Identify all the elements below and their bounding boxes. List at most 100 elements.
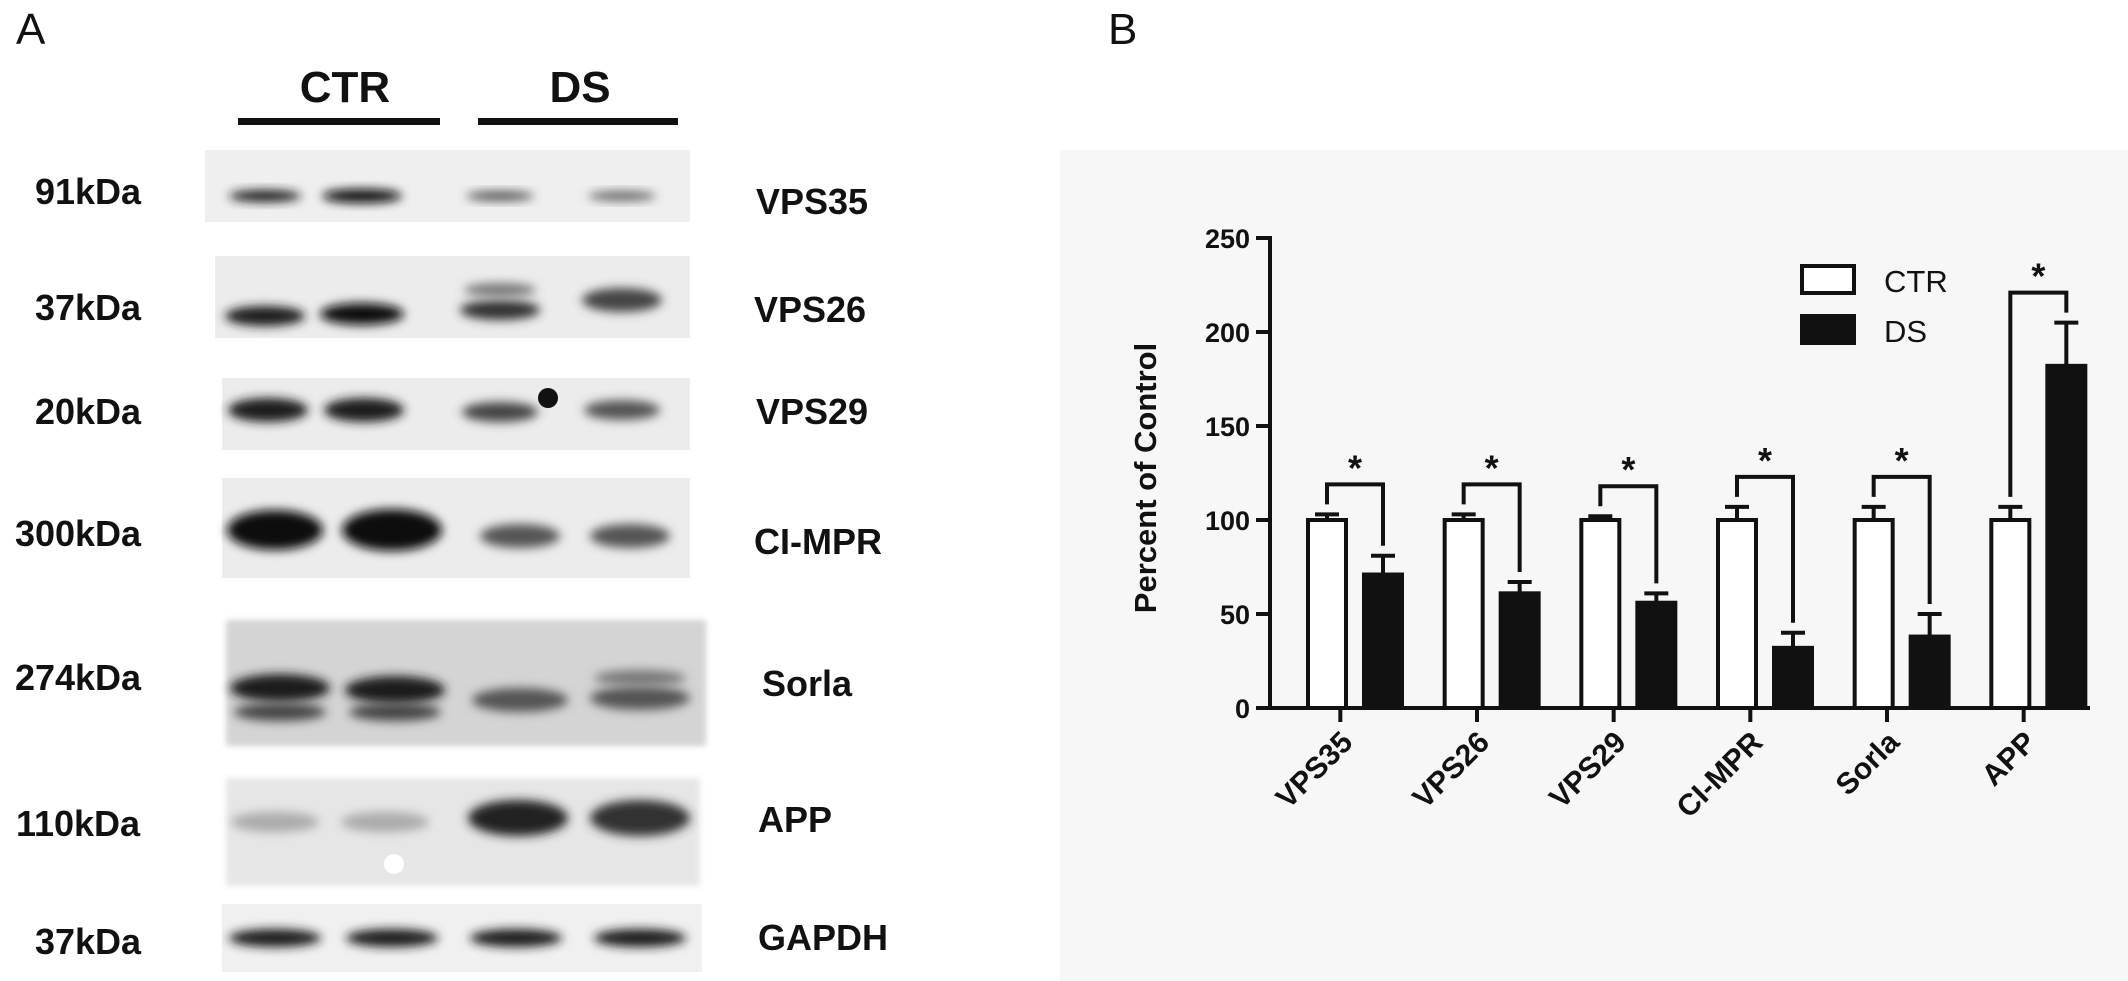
mw-label: 37kDa [35,287,142,328]
bar-ctr [1989,518,2032,710]
band-ds-2-upper [594,670,686,686]
band-ctr-1 [228,398,308,422]
significance-star: * [1621,449,1635,490]
bar-ctr [1579,518,1622,710]
significance-star: * [1485,447,1499,488]
mw-label: 110kDa [16,803,141,844]
significance-star: * [1895,440,1909,481]
y-tick-label: 0 [1235,694,1250,724]
blot-white-spot [384,854,404,874]
bar-ctr [1852,518,1895,710]
bar-ctr [1442,518,1485,710]
blot-ci-mpr [222,478,690,578]
mw-label: 20kDa [35,391,142,432]
bar-ctr [1306,518,1348,710]
band-ds-1 [462,402,538,422]
band-ctr-2 [345,676,445,704]
band-ds-1-upper [464,283,536,297]
group-bar-ds [478,118,678,125]
band-ds-1 [470,929,562,947]
band-ds-1 [480,524,560,548]
mw-label: 37kDa [35,921,142,962]
y-tick-label: 250 [1205,224,1250,254]
significance-markers: * * * * * * [1325,256,2069,623]
legend-swatch-ctr [1800,264,1856,295]
band-ctr-2 [324,398,404,422]
bar-ds [1635,600,1678,710]
band-ctr-2 [322,189,402,203]
band-ds-1 [460,300,540,320]
protein-label: Sorla [762,663,853,704]
band-ctr-1 [225,306,305,326]
protein-labels: VPS35 VPS26 VPS29 CI-MPR Sorla APP GAPDH [754,181,888,958]
bar-ds [1498,591,1541,711]
band-ds-1 [472,688,568,712]
band-ds-1 [466,191,534,201]
significance-bracket [1598,484,1659,584]
band-ctr-1 [227,510,323,550]
mw-label: 274kDa [15,657,142,698]
legend: CTR DS [1800,264,1948,349]
y-axis: 0 50 100 150 200 250 [1205,224,1272,724]
blot-app [226,778,700,886]
blot-gapdh [222,904,702,972]
significance-star: * [1758,440,1772,481]
band-ctr-1 [231,812,319,832]
group-label-ctr: CTR [300,63,390,112]
blot-vps29 [222,378,690,450]
protein-label: VPS26 [754,289,866,330]
protein-label: VPS29 [756,391,868,432]
western-blot-panel: A CTR DS [15,5,888,972]
legend-label-ds: DS [1884,314,1927,349]
blot-background [205,150,690,222]
y-tick-label: 100 [1205,506,1250,536]
group-label-ds: DS [549,63,610,112]
blot-vps26 [215,256,690,338]
bar-ds [2045,363,2088,710]
bar-ds [1908,634,1951,710]
mw-label: 91kDa [35,171,142,212]
band-ds-2 [590,686,690,710]
group-bar-ctr [238,118,440,125]
significance-star: * [1348,447,1362,488]
protein-label: VPS35 [756,181,868,222]
significance-bracket [1461,482,1522,573]
band-ctr-1 [229,929,321,947]
panel-a-letter: A [16,5,46,54]
protein-label: CI-MPR [754,521,882,562]
y-tick-label: 50 [1220,600,1250,630]
significance-bracket [1325,482,1385,546]
band-ctr-1-lower [234,703,326,721]
significance-bracket [1871,474,1932,604]
band-ds-2 [588,191,656,201]
molecular-weight-labels: 91kDa 37kDa 20kDa 300kDa 274kDa 110kDa 3… [15,171,142,962]
mw-label: 300kDa [15,513,142,554]
significance-bracket [1735,474,1795,623]
band-ctr-2 [341,812,429,832]
blot-vps35 [205,150,690,222]
y-tick-label: 150 [1205,412,1250,442]
band-ctr-2 [346,929,438,947]
significance-star: * [2031,256,2045,297]
protein-label: GAPDH [758,917,888,958]
bars [1306,320,2088,711]
bar-ds [1772,645,1814,711]
band-ds-2 [590,800,690,836]
blot-sorla [226,620,706,746]
y-tick-label: 200 [1205,318,1250,348]
legend-label-ctr: CTR [1884,264,1948,299]
blot-strips [205,150,706,972]
band-ctr-2 [342,509,442,551]
band-ctr-2 [320,303,404,325]
blot-dot-artifact [538,388,558,408]
y-axis-title: Percent of Control [1128,343,1163,613]
legend-swatch-ds [1800,314,1856,345]
bar-ds [1362,572,1404,711]
significance-bracket [2008,290,2069,497]
panel-b-letter: B [1108,5,1137,54]
bar-ctr [1716,518,1758,710]
protein-label: APP [758,799,832,840]
band-ctr-2-lower [349,703,441,721]
